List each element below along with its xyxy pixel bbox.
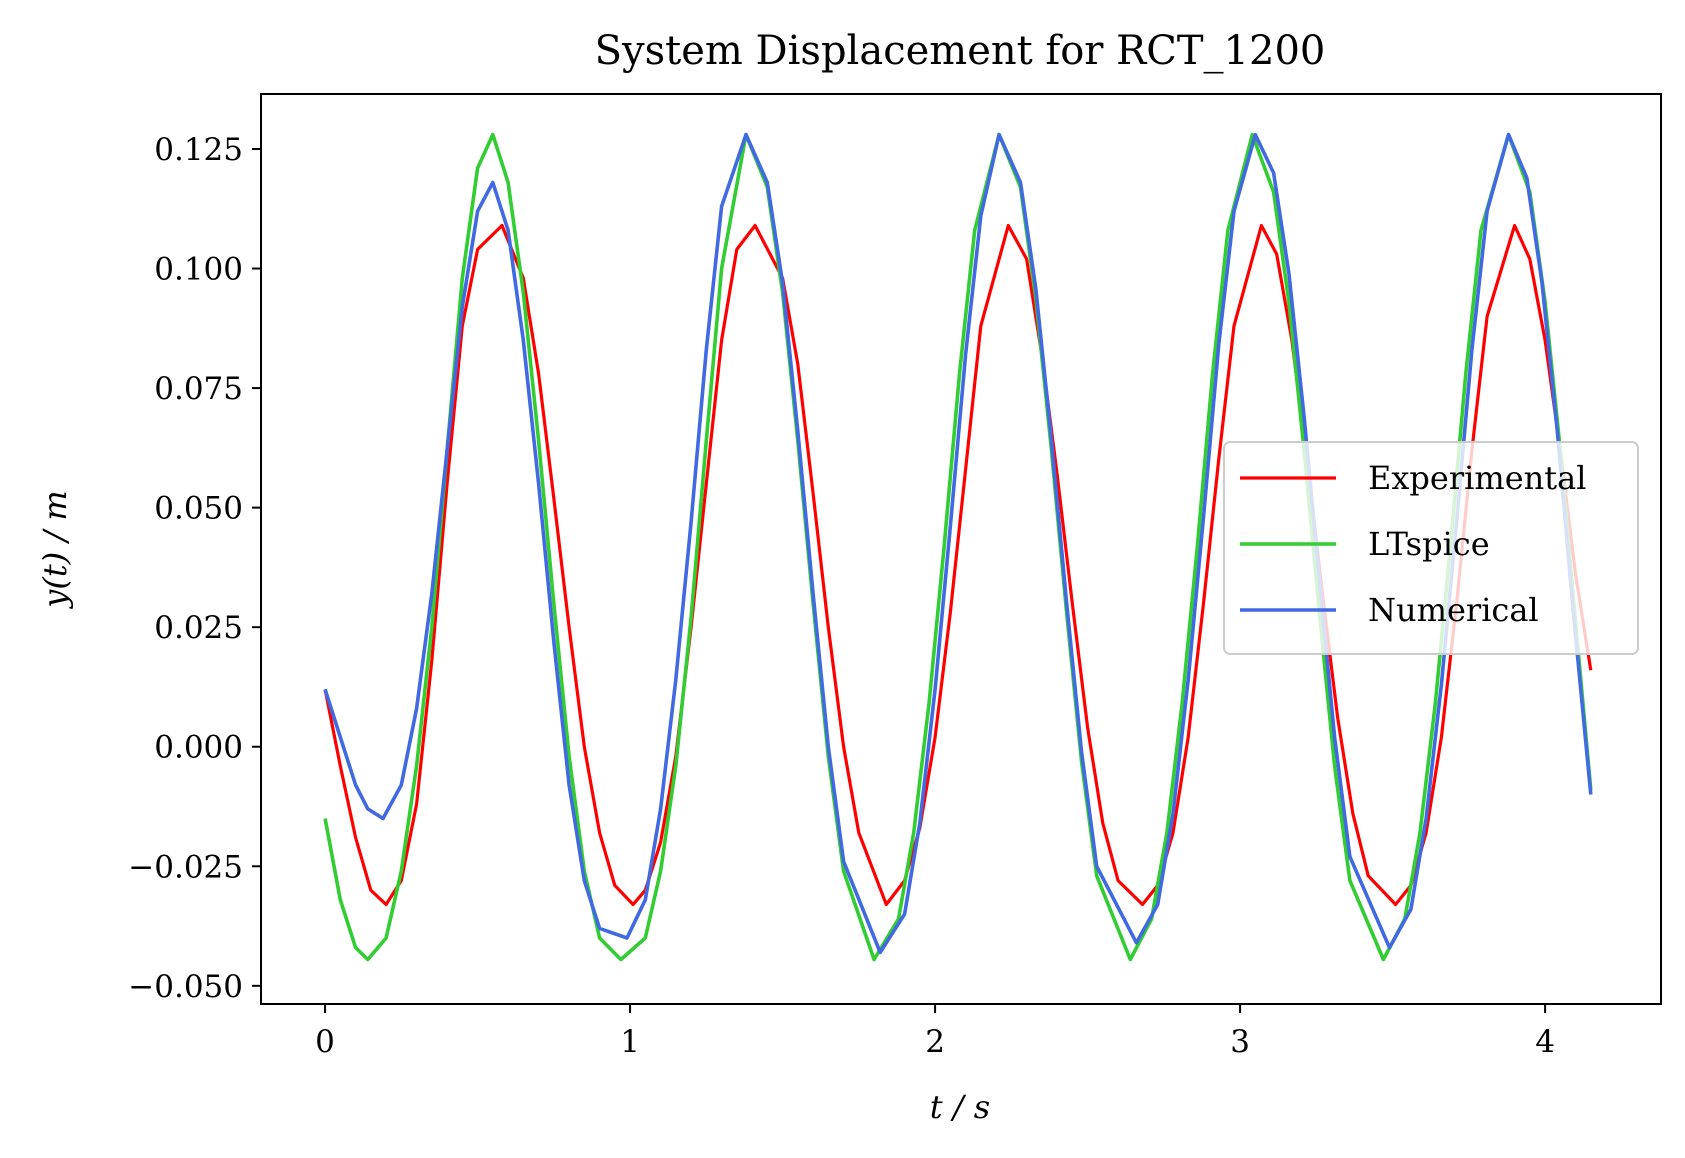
series-line-numerical xyxy=(323,132,1593,955)
y-axis-label: y(t) / m xyxy=(36,490,74,609)
y-tick-label: −0.025 xyxy=(128,849,243,885)
x-tick-label: 2 xyxy=(925,1024,945,1060)
y-tick-label: −0.050 xyxy=(128,969,243,1005)
legend: Experimental LTspice Numerical xyxy=(1223,441,1639,655)
legend-label-experimental: Experimental xyxy=(1368,459,1586,497)
y-axis: −0.050 −0.025 0.000 0.025 0.050 0.075 0.100 0.1… xyxy=(128,132,261,1005)
legend-label-numerical: Numerical xyxy=(1368,591,1539,629)
y-tick-label: 0.025 xyxy=(154,610,243,646)
y-tick-label: 0.050 xyxy=(154,491,243,527)
x-tick-label: 4 xyxy=(1535,1024,1555,1060)
x-tick-label: 0 xyxy=(315,1024,335,1060)
series-line-ltspice xyxy=(323,132,1593,962)
x-axis-label: t / s xyxy=(930,1088,990,1126)
x-tick-label: 3 xyxy=(1230,1024,1250,1060)
series-line-experimental xyxy=(323,223,1593,907)
y-tick-label: 0.100 xyxy=(154,252,243,288)
x-tick-label: 1 xyxy=(620,1024,640,1060)
series-layer xyxy=(323,132,1593,962)
y-tick-label: 0.075 xyxy=(154,371,243,407)
x-axis: 0 1 2 3 4 xyxy=(315,1004,1555,1060)
legend-box xyxy=(1223,441,1639,655)
y-tick-label: 0.125 xyxy=(154,132,243,168)
chart-title: System Displacement for RCT_1200 xyxy=(595,28,1326,74)
plot-frame xyxy=(260,93,1662,1005)
legend-label-ltspice: LTspice xyxy=(1368,525,1490,563)
y-tick-label: 0.000 xyxy=(154,730,243,766)
